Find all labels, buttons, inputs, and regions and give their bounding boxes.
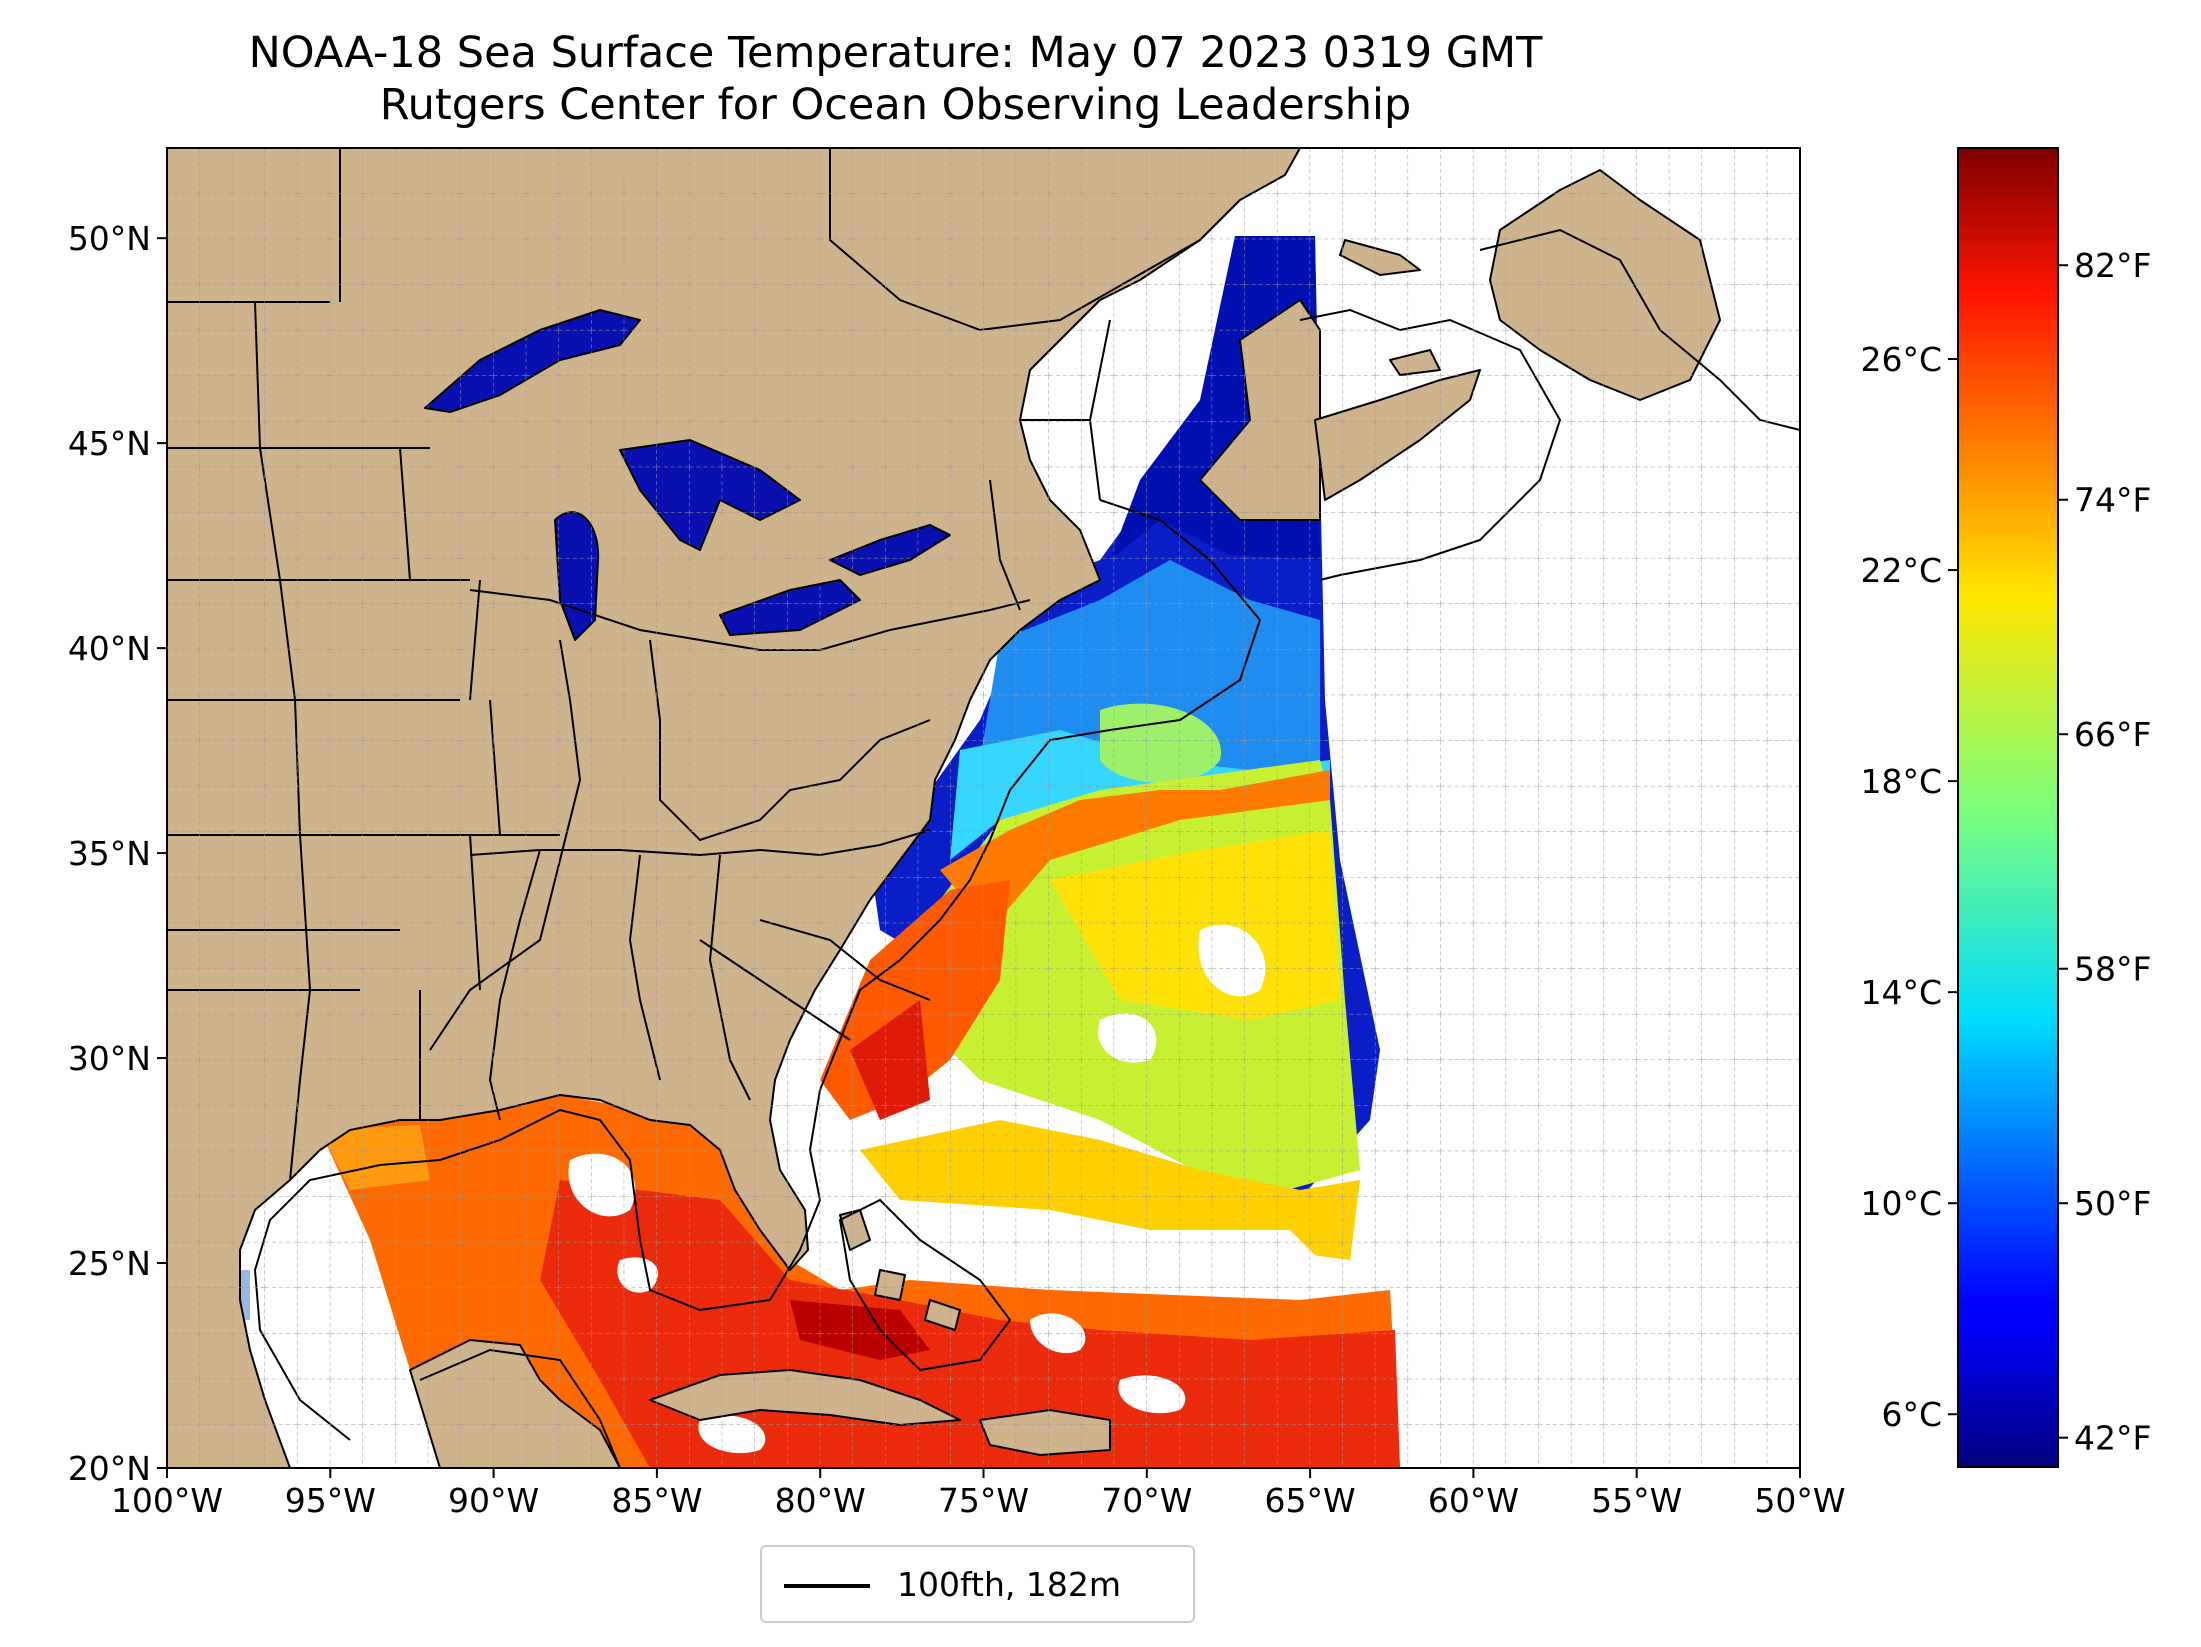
fahrenheit-tick-label: 82°F <box>2074 246 2151 285</box>
map-gridlines <box>167 148 1800 1468</box>
celsius-tick-label: 14°C <box>1860 973 1942 1012</box>
celsius-tick-label: 22°C <box>1860 551 1942 590</box>
fahrenheit-tick-label: 66°F <box>2074 715 2151 754</box>
colorbar-celsius-ticks: 6°C 10°C 14°C 18°C 22°C 26°C <box>1860 340 1958 1434</box>
legend-isobath-line <box>784 1584 870 1588</box>
lat-tick-label: 30°N <box>68 1039 151 1078</box>
fahrenheit-tick-label: 74°F <box>2074 481 2151 520</box>
celsius-tick-label: 6°C <box>1881 1395 1942 1434</box>
map-title: NOAA-18 Sea Surface Temperature: May 07 … <box>248 28 1543 78</box>
lat-tick-label: 35°N <box>68 834 151 873</box>
lat-tick-label: 50°N <box>68 219 151 258</box>
fahrenheit-tick-label: 42°F <box>2074 1419 2151 1458</box>
map-subtitle: Rutgers Center for Ocean Observing Leade… <box>379 80 1412 130</box>
lon-tick-label: 90°W <box>448 1481 539 1520</box>
lon-tick-label: 95°W <box>285 1481 376 1520</box>
lon-tick-label: 75°W <box>938 1481 1029 1520</box>
celsius-tick-label: 26°C <box>1860 340 1942 379</box>
lon-tick-label: 70°W <box>1101 1481 1192 1520</box>
longitude-axis: 100°W 95°W 90°W 85°W 80°W 75°W 70°W 65°W 60°W 55°… <box>111 1468 1846 1520</box>
lat-tick-label: 40°N <box>68 629 151 668</box>
lat-tick-label: 20°N <box>68 1449 151 1488</box>
lon-tick-label: 50°W <box>1754 1481 1845 1520</box>
fahrenheit-tick-label: 50°F <box>2074 1184 2151 1223</box>
map-legend: 100fth, 182m <box>760 1545 1195 1623</box>
lon-tick-label: 80°W <box>775 1481 866 1520</box>
celsius-tick-label: 18°C <box>1860 762 1942 801</box>
lon-tick-label: 55°W <box>1591 1481 1682 1520</box>
latitude-axis: 50°N 45°N 40°N 35°N 30°N 25°N 20°N <box>68 219 167 1488</box>
lon-tick-label: 85°W <box>611 1481 702 1520</box>
celsius-tick-label: 10°C <box>1860 1184 1942 1223</box>
lat-tick-label: 45°N <box>68 424 151 463</box>
lon-tick-label: 100°W <box>111 1481 223 1520</box>
lon-tick-label: 65°W <box>1265 1481 1356 1520</box>
colorbar-scale <box>1957 147 2059 1468</box>
lon-tick-label: 60°W <box>1428 1481 1519 1520</box>
colorbar-fahrenheit-ticks: 42°F 50°F 58°F 66°F 74°F 82°F <box>2058 246 2151 1458</box>
legend-isobath-label: 100fth, 182m <box>897 1565 1121 1604</box>
fahrenheit-tick-label: 58°F <box>2074 950 2151 989</box>
lat-tick-label: 25°N <box>68 1244 151 1283</box>
